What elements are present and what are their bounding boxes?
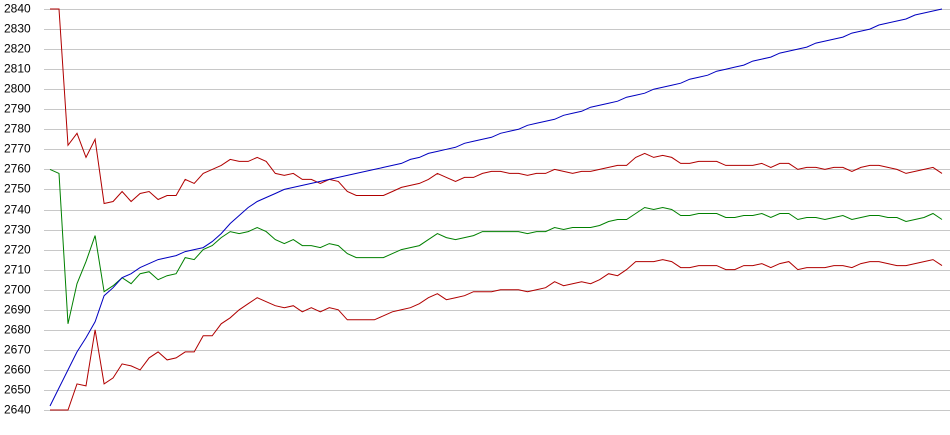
- y-tick-label: 2660: [4, 363, 31, 377]
- y-tick-label: 2730: [4, 223, 31, 237]
- y-tick-label: 2780: [4, 122, 31, 136]
- y-tick-label: 2790: [4, 102, 31, 116]
- y-tick-label: 2810: [4, 62, 31, 76]
- y-tick-label: 2710: [4, 263, 31, 277]
- series-line: [49, 168, 943, 324]
- y-tick-label: 2830: [4, 22, 31, 36]
- y-tick-label: 2740: [4, 203, 31, 217]
- y-tick-label: 2820: [4, 42, 31, 56]
- series-line: [49, 8, 943, 407]
- y-tick-label: 2690: [4, 303, 31, 317]
- y-tick-label: 2770: [4, 142, 31, 156]
- y-tick-label: 2750: [4, 182, 31, 196]
- y-tick-label: 2680: [4, 323, 31, 337]
- y-tick-label: 2760: [4, 162, 31, 176]
- y-tick-label: 2840: [4, 2, 31, 16]
- y-tick-label: 2720: [4, 243, 31, 257]
- y-tick-label: 2640: [4, 403, 31, 417]
- y-tick-label: 2650: [4, 383, 31, 397]
- y-tick-label: 2700: [4, 283, 31, 297]
- series-line: [50, 259, 943, 411]
- y-tick-label: 2670: [4, 343, 31, 357]
- y-tick-label: 2800: [4, 82, 31, 96]
- series-line: [50, 8, 943, 205]
